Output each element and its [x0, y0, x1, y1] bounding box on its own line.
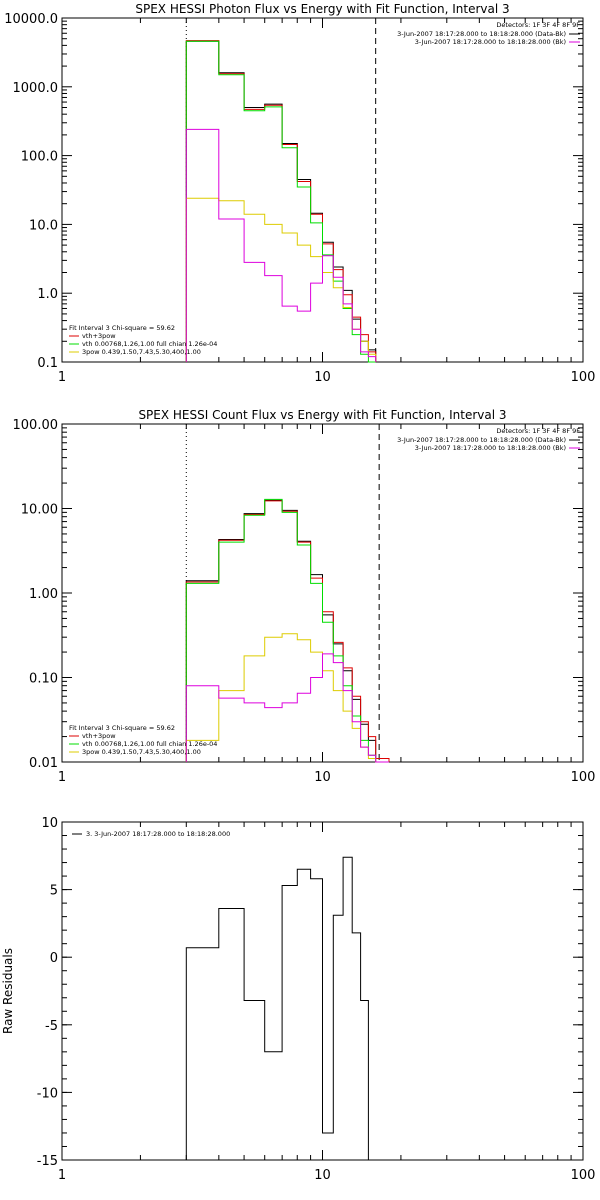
series-line-1 [185, 500, 390, 762]
plot-frame [61, 17, 584, 363]
legend-entry-text: vth 0.00768,1.26,1.00 full chian 1.26e-0… [82, 340, 217, 348]
x-tick-label: 1 [58, 370, 66, 385]
legend-top: 3. 3-Jun-2007 18:17:28.000 to 18:18:28.0… [72, 830, 230, 838]
series-line-0 [185, 40, 377, 362]
y-tick-label: 5 [50, 884, 58, 899]
y-tick-label: 10 [41, 816, 58, 831]
legend-entry-text: 3-Jun-2007 18:17:28.000 to 18:18:28.000 … [397, 30, 566, 38]
x-tick-label: 100 [571, 1168, 596, 1183]
legend-fit-header: Fit Interval 3 Chi-square = 59.62 [69, 724, 175, 732]
y-tick-label: 10.0 [29, 218, 58, 233]
y-tick-label: -5 [45, 1019, 58, 1034]
x-tick-label: 100 [571, 770, 596, 785]
y-axis-label: Raw Residuals [1, 948, 15, 1034]
y-tick-label: -10 [37, 1086, 58, 1101]
legend-entry-text: vth 0.00768,1.26,1.00 full chian 1.26e-0… [82, 740, 217, 748]
legend-fit-header: Fit Interval 3 Chi-square = 59.62 [69, 324, 175, 332]
y-tick-label: 0 [50, 951, 58, 966]
series-line-3 [185, 197, 377, 362]
legend-entry-text: vth+3pow [82, 332, 116, 340]
y-tick-label: 100.00 [13, 418, 59, 433]
legend-fit: Fit Interval 3 Chi-square = 59.62vth+3po… [69, 724, 217, 756]
chart-title: SPEX HESSI Count Flux vs Energy with Fit… [138, 408, 506, 422]
legend-entry-text: 3-Jun-2007 18:17:28.000 to 18:18:28.000 … [397, 436, 566, 444]
x-tick-label: 10 [314, 770, 331, 785]
y-tick-label: 1.00 [29, 587, 58, 602]
legend-detectors: Detectors: 1F 3F 4F 8F 9F [496, 427, 580, 435]
legend-fit: Fit Interval 3 Chi-square = 59.62vth+3po… [69, 324, 217, 356]
y-tick-label: -15 [37, 1154, 58, 1169]
legend-top: Detectors: 1F 3F 4F 8F 9F3-Jun-2007 18:1… [397, 21, 580, 46]
legend-entry-text: 3-Jun-2007 18:17:28.000 to 18:18:28.000 … [415, 38, 566, 46]
y-tick-label: 10.00 [21, 503, 58, 518]
series-line-0 [185, 499, 390, 762]
series-line-4 [185, 653, 389, 763]
x-tick-label: 100 [571, 370, 596, 385]
x-tick-label: 1 [58, 770, 66, 785]
legend-detectors: Detectors: 1F 3F 4F 8F 9F [496, 21, 580, 29]
y-tick-label: 1.0 [37, 287, 58, 302]
series-line-0 [185, 856, 376, 1161]
chart-title: SPEX HESSI Photon Flux vs Energy with Fi… [135, 2, 509, 16]
legend-entry-text: 3pow 0.439,1.50,7.43,5.30,400,1.00 [82, 748, 201, 756]
legend-entry-text: 3pow 0.439,1.50,7.43,5.30,400,1.00 [82, 348, 201, 356]
legend-entry-text: 3-Jun-2007 18:17:28.000 to 18:18:28.000 … [415, 444, 566, 452]
series-line-2 [185, 40, 376, 363]
chart-photon: SPEX HESSI Photon Flux vs Energy with Fi… [4, 2, 595, 385]
x-tick-label: 1 [58, 1168, 66, 1183]
y-tick-label: 1000.0 [13, 81, 59, 96]
y-tick-label: 0.1 [37, 356, 58, 371]
series-line-1 [185, 40, 377, 362]
chart-count: SPEX HESSI Count Flux vs Energy with Fit… [13, 408, 596, 785]
series-line-4 [185, 128, 377, 362]
y-tick-label: 0.01 [29, 756, 58, 771]
chart-residuals: Raw Residuals 1 10 100 -15 -10 -5 0 5 10 3. 3-Jun-… [1, 816, 595, 1183]
y-tick-label: 0.10 [29, 672, 58, 687]
series-line-2 [185, 498, 389, 763]
x-tick-label: 10 [314, 1168, 331, 1183]
x-tick-label: 10 [314, 370, 331, 385]
legend-entry-text: vth+3pow [82, 732, 116, 740]
y-tick-label: 100.0 [21, 150, 58, 165]
y-tick-label: 10000.0 [4, 12, 58, 27]
legend-entry-text: 3. 3-Jun-2007 18:17:28.000 to 18:18:28.0… [86, 830, 230, 838]
legend-top: Detectors: 1F 3F 4F 8F 9F3-Jun-2007 18:1… [397, 427, 580, 452]
